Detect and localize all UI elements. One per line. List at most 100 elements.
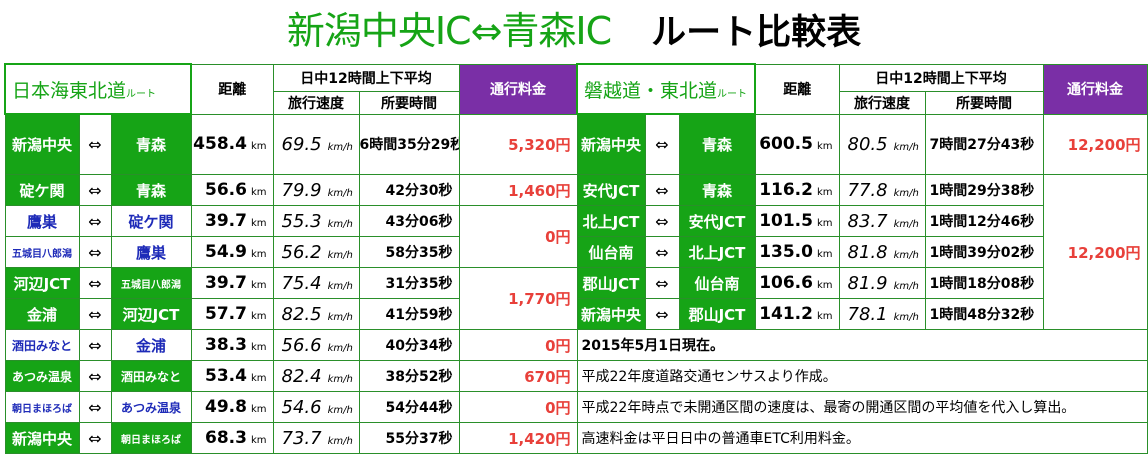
cell-text: 81.8: [847, 241, 888, 263]
arrow-icon: ⇔: [78, 236, 112, 268]
from-cell: 朝日まほろば: [4, 391, 80, 423]
speed-cell: 81.9 km/h: [838, 267, 926, 299]
to-cell: 青森: [110, 113, 192, 175]
from-cell: 郡山JCT: [576, 267, 646, 299]
cell-text: km: [250, 435, 267, 446]
arrow-icon: ⇔: [644, 205, 680, 237]
time-cell: 41分59秒: [358, 298, 460, 330]
time-cell: 1時間29分38秒: [924, 174, 1044, 206]
table-row: 郡山JCT ⇔ 仙台南 106.6 km 81.9 km/h 1時間18分08秒: [576, 267, 1147, 299]
note-row: 平成22年度道路交通センサスより作成。: [576, 360, 1148, 392]
distance-cell: 39.7 km: [190, 267, 274, 299]
fee-cell: 5,320円: [458, 113, 578, 175]
table-row: 新潟中央 ⇔ 青森 458.4 km 69.5 km/h 6時間35分29秒 5,3…: [4, 113, 578, 175]
speed-cell: 55.3 km/h: [272, 205, 360, 237]
speed-cell: 73.7 km/h: [272, 422, 360, 454]
to-cell: あつみ温泉: [110, 391, 192, 423]
from-cell: 北上JCT: [576, 205, 646, 237]
cell-text: 82.4: [281, 365, 322, 387]
cell-text: km/h: [327, 249, 353, 261]
fee-cell: 1,770円: [458, 267, 578, 330]
to-cell: 碇ケ関: [110, 205, 192, 237]
table-row: 新潟中央 ⇔ 郡山JCT 141.2 km 78.1 km/h 1時間48分32秒: [576, 298, 1147, 330]
time-cell: 1時間18分08秒: [924, 267, 1044, 299]
title-route: 新潟中央IC⇔青森IC: [286, 9, 612, 53]
cell-text: 135.0: [759, 242, 813, 262]
from-cell: 碇ケ関: [4, 174, 80, 206]
cell-text: km: [816, 249, 833, 260]
cell-text: km/h: [327, 435, 353, 447]
arrow-icon: ⇔: [78, 174, 112, 206]
right-route-suffix: ルート: [717, 88, 748, 100]
from-cell: 安代JCT: [576, 174, 646, 206]
cell-text: 55.3: [281, 210, 322, 232]
speed-cell: 56.6 km/h: [272, 329, 360, 361]
speed-cell: 54.6 km/h: [272, 391, 360, 423]
right-route-header: 磐越道・東北道ルート: [575, 63, 757, 115]
time-header: 所要時間: [924, 90, 1044, 115]
distance-cell: 106.6 km: [754, 267, 840, 299]
to-cell: 朝日まほろば: [110, 422, 192, 454]
fee-cell: 0円: [458, 329, 578, 361]
cell-text: 38.3: [205, 335, 247, 355]
distance-cell: 57.7 km: [190, 298, 274, 330]
time-cell: 38分52秒: [358, 360, 460, 392]
from-cell: 酒田みなと: [4, 329, 80, 361]
table-row: 北上JCT ⇔ 安代JCT 101.5 km 83.7 km/h 1時間12分46秒: [576, 205, 1147, 237]
table-row: 新潟中央 ⇔ 青森 600.5 km 80.5 km/h 7時間27分43秒 12,…: [576, 113, 1148, 175]
table-row: 河辺JCT ⇔ 五城目八郎潟 39.7 km 75.4 km/h 31分35秒 1,…: [4, 267, 578, 330]
arrow-icon: ⇔: [78, 267, 112, 299]
time-cell: 40分34秒: [358, 329, 460, 361]
cell-text: km: [250, 249, 267, 260]
note-date: 2015年5月1日現在。: [576, 329, 1148, 361]
cell-text: 101.5: [759, 211, 813, 231]
page-title: 新潟中央IC⇔青森IC ルート比較表: [0, 6, 1148, 56]
to-cell: 安代JCT: [678, 205, 756, 237]
distance-cell: 56.6 km: [190, 174, 274, 206]
note-row: 2015年5月1日現在。: [576, 329, 1148, 361]
distance-cell: 68.3 km: [190, 422, 274, 454]
cell-text: 80.5: [847, 133, 888, 155]
time-cell: 1時間39分02秒: [924, 236, 1044, 268]
note-source: 平成22年度道路交通センサスより作成。: [576, 360, 1148, 392]
from-cell: 河辺JCT: [4, 267, 80, 299]
cell-text: km: [816, 187, 833, 198]
time-cell: 58分35秒: [358, 236, 460, 268]
table-row: あつみ温泉 ⇔ 酒田みなと 53.4 km 82.4 km/h 38分52秒 670…: [4, 360, 578, 392]
distance-header: 距離: [190, 63, 274, 115]
arrow-icon: ⇔: [78, 113, 112, 175]
speed-cell: 82.5 km/h: [272, 298, 360, 330]
from-cell: あつみ温泉: [4, 360, 80, 392]
cell-text: km/h: [327, 311, 353, 323]
time-cell: 7時間27分43秒: [924, 113, 1044, 175]
arrow-icon: ⇔: [644, 113, 680, 175]
cell-text: 83.7: [847, 210, 888, 232]
distance-cell: 49.8 km: [190, 391, 274, 423]
speed-cell: 78.1 km/h: [838, 298, 926, 330]
from-cell: 新潟中央: [4, 422, 80, 454]
cell-text: km: [250, 187, 267, 198]
arrow-icon: ⇔: [78, 422, 112, 454]
fee-cell: 1,420円: [458, 422, 578, 454]
table-row: 新潟中央 ⇔ 朝日まほろば 68.3 km 73.7 km/h 55分37秒 1,4…: [4, 422, 578, 454]
title-comparison: ルート比較表: [651, 13, 862, 53]
cell-text: km: [816, 218, 833, 229]
cell-text: km/h: [327, 404, 353, 416]
cell-text: km/h: [327, 187, 353, 199]
to-cell: 金浦: [110, 329, 192, 361]
fee-cell: 12,200円: [1042, 174, 1148, 330]
to-cell: 北上JCT: [678, 236, 756, 268]
cell-text: 56.6: [205, 180, 247, 200]
from-cell: 新潟中央: [576, 113, 646, 175]
distance-cell: 54.9 km: [190, 236, 274, 268]
speed-header: 旅行速度: [272, 90, 360, 115]
distance-cell: 141.2 km: [754, 298, 840, 330]
cell-text: 79.9: [281, 179, 322, 201]
cell-text: km/h: [893, 249, 919, 261]
speed-cell: 56.2 km/h: [272, 236, 360, 268]
cell-text: km/h: [327, 342, 353, 354]
time-cell: 42分30秒: [358, 174, 460, 206]
from-cell: 五城目八郎潟: [4, 236, 80, 268]
cell-text: km/h: [893, 141, 919, 153]
left-route-name: 日本海東北道: [12, 79, 127, 102]
